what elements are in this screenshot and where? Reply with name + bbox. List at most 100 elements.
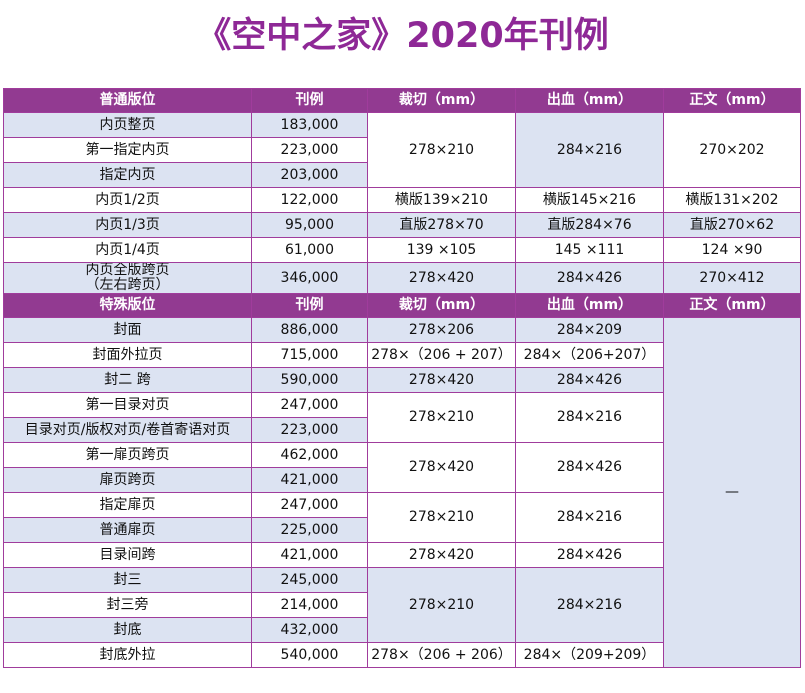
header-trim: 裁切（mm） — [367, 293, 516, 318]
bleed-cell: 284×216 — [515, 567, 664, 643]
trim-cell: 278×210 — [367, 567, 516, 643]
position-cell: 封面外拉页 — [3, 342, 252, 368]
table-row: 封面 886,000 278×206 284×209 — — [3, 317, 801, 668]
trim-cell: 278×420 — [367, 262, 516, 294]
header-text-area: 正文（mm） — [663, 88, 801, 113]
text-area-cell: 直版270×62 — [663, 212, 801, 238]
table-row: 封三 245,000 278×210 284×216 — [3, 567, 801, 643]
price-cell: 183,000 — [251, 112, 368, 138]
position-cell: 目录对页/版权对页/卷首寄语对页 — [3, 417, 252, 443]
bleed-cell: 284×216 — [515, 492, 664, 543]
text-area-cell: 270×202 — [663, 112, 801, 188]
trim-cell: 278×420 — [367, 442, 516, 493]
header-price: 刊例 — [251, 293, 368, 318]
position-cell: 内页1/4页 — [3, 237, 252, 263]
price-cell: 95,000 — [251, 212, 368, 238]
position-cell: 指定扉页 — [3, 492, 252, 518]
header-position: 普通版位 — [3, 88, 252, 113]
text-area-cell: 横版131×202 — [663, 187, 801, 213]
table-row: 内页1/3页 95,000 直版278×70 直版284×76 直版270×62 — [3, 212, 801, 238]
text-area-cell: 124 ×90 — [663, 237, 801, 263]
price-cell: 203,000 — [251, 162, 368, 188]
price-cell: 61,000 — [251, 237, 368, 263]
price-cell: 421,000 — [251, 542, 368, 568]
table-row: 封底 432,000 — [3, 617, 801, 643]
text-area-cell: 270×412 — [663, 262, 801, 294]
table-row: 第一目录对页 247,000 278×210 284×216 — [3, 392, 801, 443]
header-bleed: 出血（mm） — [515, 88, 664, 113]
regular-header-row: 普通版位 刊例 裁切（mm） 出血（mm） 正文（mm） — [3, 88, 801, 113]
trim-cell: 横版139×210 — [367, 187, 516, 213]
bleed-cell: 284×（206+207） — [515, 342, 664, 368]
price-cell: 886,000 — [251, 317, 368, 343]
bleed-cell: 145 ×111 — [515, 237, 664, 263]
rate-card-table: 普通版位 刊例 裁切（mm） 出血（mm） 正文（mm） 内页整页 183,00… — [3, 88, 801, 668]
header-price: 刊例 — [251, 88, 368, 113]
position-cell: 内页整页 — [3, 112, 252, 138]
position-line-2: （左右跨页） — [85, 277, 170, 293]
header-text-area: 正文（mm） — [663, 293, 801, 318]
table-row: 内页整页 183,000 278×210 284×216 270×202 — [3, 112, 801, 188]
table-row: 指定扉页 247,000 278×210 284×216 — [3, 492, 801, 543]
price-cell: 540,000 — [251, 642, 368, 668]
price-cell: 247,000 — [251, 492, 368, 518]
header-trim: 裁切（mm） — [367, 88, 516, 113]
position-cell: 内页1/3页 — [3, 212, 252, 238]
trim-cell: 278×（206 + 206） — [367, 642, 516, 668]
table-row: 封底外拉 540,000 278×（206 + 206） 284×（209+20… — [3, 642, 801, 668]
header-bleed: 出血（mm） — [515, 293, 664, 318]
bleed-cell: 284×426 — [515, 262, 664, 294]
bleed-cell: 直版284×76 — [515, 212, 664, 238]
position-cell: 扉页跨页 — [3, 467, 252, 493]
position-cell: 封二 跨 — [3, 367, 252, 393]
table-row: 内页1/2页 122,000 横版139×210 横版145×216 横版131… — [3, 187, 801, 213]
trim-cell: 278×206 — [367, 317, 516, 343]
trim-cell: 直版278×70 — [367, 212, 516, 238]
table-row: 封二 跨 590,000 278×420 284×426 — [3, 367, 801, 393]
text-area-cell: — — [663, 317, 801, 668]
price-cell: 214,000 — [251, 592, 368, 618]
position-cell: 第一目录对页 — [3, 392, 252, 418]
position-cell: 目录间跨 — [3, 542, 252, 568]
table-row: 扉页跨页 421,000 — [3, 467, 801, 493]
bleed-cell: 284×209 — [515, 317, 664, 343]
position-line-1: 内页全版跨页 — [85, 262, 170, 278]
trim-cell: 139 ×105 — [367, 237, 516, 263]
position-cell: 封面 — [3, 317, 252, 343]
trim-cell: 278×420 — [367, 367, 516, 393]
price-cell: 421,000 — [251, 467, 368, 493]
price-cell: 247,000 — [251, 392, 368, 418]
price-cell: 462,000 — [251, 442, 368, 468]
price-cell: 432,000 — [251, 617, 368, 643]
position-cell: 封底 — [3, 617, 252, 643]
position-cell: 第一指定内页 — [3, 137, 252, 163]
price-cell: 590,000 — [251, 367, 368, 393]
position-cell: 普通扉页 — [3, 517, 252, 543]
trim-cell: 278×210 — [367, 492, 516, 543]
bleed-cell: 284×426 — [515, 442, 664, 493]
position-cell: 第一扉页跨页 — [3, 442, 252, 468]
price-cell: 223,000 — [251, 137, 368, 163]
price-cell: 346,000 — [251, 262, 368, 294]
price-cell: 225,000 — [251, 517, 368, 543]
table-row: 封面外拉页 715,000 278×（206 + 207） 284×（206+2… — [3, 342, 801, 368]
position-cell: 指定内页 — [3, 162, 252, 188]
bleed-cell: 284×426 — [515, 367, 664, 393]
trim-cell: 278×420 — [367, 542, 516, 568]
bleed-cell: 284×216 — [515, 392, 664, 443]
bleed-cell: 284×216 — [515, 112, 664, 188]
table-row: 第一指定内页 223,000 — [3, 137, 801, 163]
price-cell: 223,000 — [251, 417, 368, 443]
special-header-row: 特殊版位 刊例 裁切（mm） 出血（mm） 正文（mm） — [3, 293, 801, 318]
table-row: 目录间跨 421,000 278×420 284×426 — [3, 542, 801, 568]
bleed-cell: 横版145×216 — [515, 187, 664, 213]
position-cell: 内页全版跨页 （左右跨页） — [3, 262, 252, 294]
page-title: 《空中之家》2020年刊例 — [196, 16, 609, 56]
price-cell: 122,000 — [251, 187, 368, 213]
position-cell: 封三旁 — [3, 592, 252, 618]
price-cell: 715,000 — [251, 342, 368, 368]
price-cell: 245,000 — [251, 567, 368, 593]
position-cell: 封底外拉 — [3, 642, 252, 668]
trim-cell: 278×（206 + 207） — [367, 342, 516, 368]
trim-cell: 278×210 — [367, 112, 516, 188]
